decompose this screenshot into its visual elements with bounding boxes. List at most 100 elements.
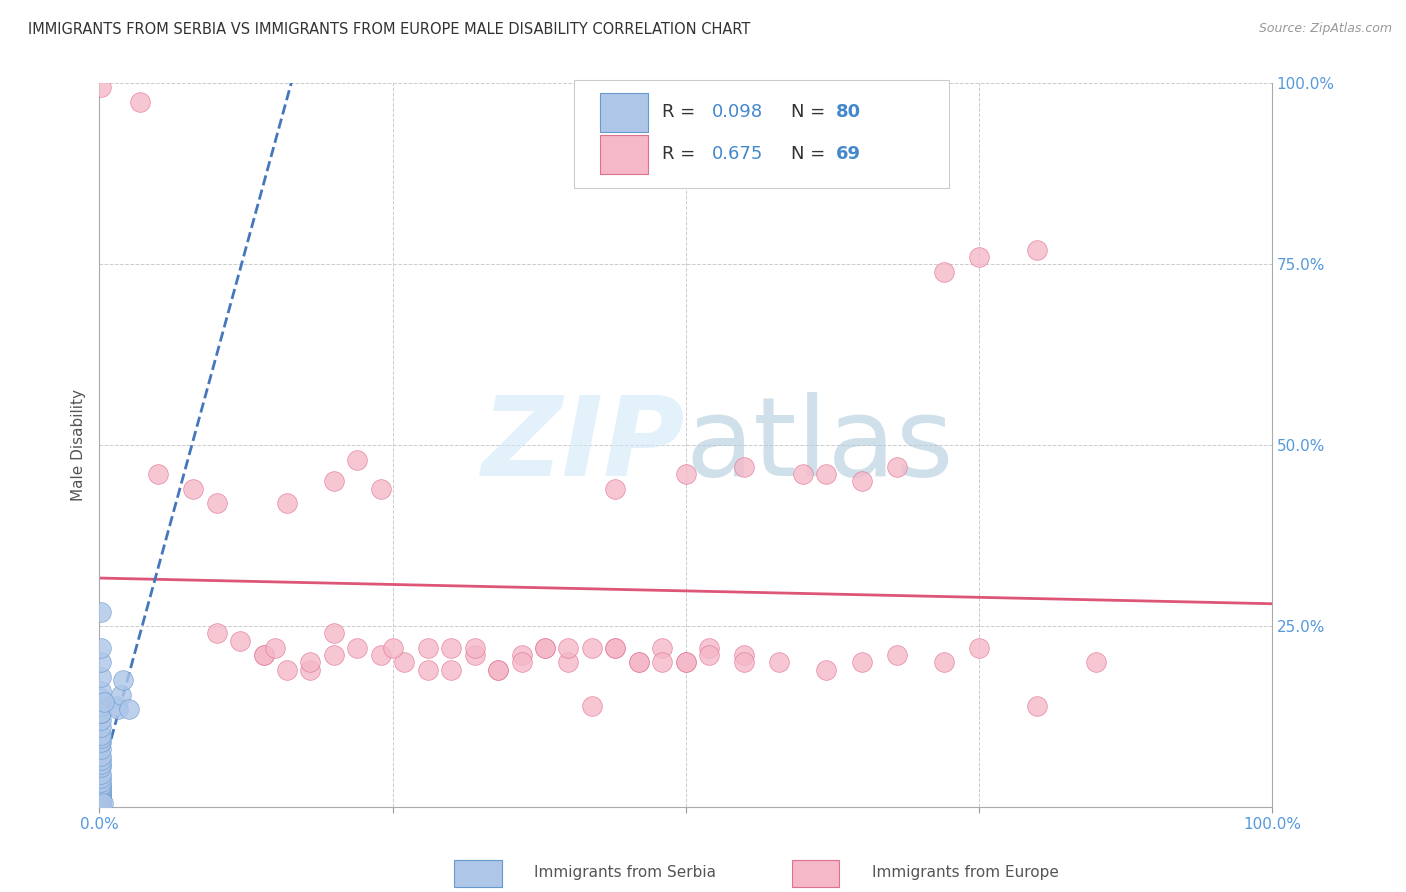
Point bbox=[90, 787, 112, 801]
FancyBboxPatch shape bbox=[600, 135, 648, 174]
Point bbox=[90, 774, 112, 789]
Point bbox=[90, 749, 112, 764]
Point bbox=[381, 640, 404, 655]
Point bbox=[90, 797, 112, 811]
Point bbox=[90, 797, 112, 811]
Point bbox=[90, 793, 112, 807]
Point bbox=[90, 713, 112, 727]
Point bbox=[90, 720, 112, 734]
Point bbox=[299, 663, 322, 677]
Point bbox=[534, 640, 557, 655]
Point bbox=[90, 794, 112, 808]
Point bbox=[675, 655, 697, 669]
Point bbox=[229, 633, 252, 648]
Point bbox=[90, 797, 112, 811]
Point bbox=[90, 670, 112, 684]
Point bbox=[90, 780, 112, 794]
Point bbox=[90, 797, 112, 811]
Point bbox=[733, 655, 755, 669]
Text: 69: 69 bbox=[835, 145, 860, 163]
Point bbox=[886, 459, 908, 474]
Point bbox=[90, 797, 112, 811]
Point bbox=[205, 496, 228, 510]
Point bbox=[90, 785, 112, 799]
Point bbox=[370, 648, 392, 662]
Point bbox=[581, 640, 603, 655]
Point bbox=[768, 655, 790, 669]
Point bbox=[733, 459, 755, 474]
Point bbox=[299, 655, 322, 669]
Point bbox=[89, 797, 111, 811]
Point bbox=[276, 496, 298, 510]
Point bbox=[675, 467, 697, 482]
Point bbox=[440, 640, 463, 655]
Point bbox=[90, 728, 112, 742]
Point bbox=[323, 626, 346, 640]
Text: Immigrants from Serbia: Immigrants from Serbia bbox=[534, 865, 716, 880]
Point bbox=[90, 605, 112, 619]
Text: R =: R = bbox=[662, 103, 702, 121]
Point bbox=[90, 797, 112, 811]
Point bbox=[90, 753, 112, 767]
Point bbox=[557, 640, 579, 655]
Point bbox=[90, 691, 112, 706]
Point bbox=[1026, 243, 1049, 257]
Point bbox=[90, 797, 112, 811]
Point bbox=[93, 695, 115, 709]
Text: Immigrants from Europe: Immigrants from Europe bbox=[872, 865, 1059, 880]
Point bbox=[627, 655, 650, 669]
Point bbox=[90, 767, 112, 781]
Point bbox=[90, 797, 112, 811]
Point bbox=[90, 784, 112, 798]
Text: ZIP: ZIP bbox=[482, 392, 686, 499]
Point bbox=[90, 797, 112, 811]
Point bbox=[534, 640, 557, 655]
Text: atlas: atlas bbox=[686, 392, 955, 499]
Point bbox=[90, 797, 112, 811]
Point bbox=[605, 640, 627, 655]
Point bbox=[851, 655, 873, 669]
Point bbox=[129, 95, 152, 109]
Point bbox=[581, 698, 603, 713]
FancyBboxPatch shape bbox=[600, 93, 648, 132]
Point bbox=[932, 264, 955, 278]
Point bbox=[90, 797, 112, 811]
Point bbox=[90, 797, 112, 811]
Point bbox=[90, 735, 112, 749]
Point bbox=[90, 797, 112, 811]
Text: 80: 80 bbox=[835, 103, 860, 121]
Point bbox=[510, 648, 533, 662]
Point bbox=[90, 797, 112, 811]
Point bbox=[90, 640, 112, 655]
Y-axis label: Male Disability: Male Disability bbox=[72, 389, 86, 501]
Point bbox=[486, 663, 509, 677]
Point bbox=[394, 655, 416, 669]
Point bbox=[90, 797, 112, 811]
Text: IMMIGRANTS FROM SERBIA VS IMMIGRANTS FROM EUROPE MALE DISABILITY CORRELATION CHA: IMMIGRANTS FROM SERBIA VS IMMIGRANTS FRO… bbox=[28, 22, 751, 37]
Point bbox=[651, 640, 673, 655]
Point bbox=[90, 684, 112, 698]
Point bbox=[90, 698, 112, 713]
Point bbox=[651, 655, 673, 669]
Point bbox=[605, 482, 627, 496]
Point bbox=[851, 475, 873, 489]
FancyBboxPatch shape bbox=[574, 79, 949, 188]
Text: 0.675: 0.675 bbox=[711, 145, 763, 163]
Point bbox=[90, 797, 112, 811]
Point bbox=[90, 655, 112, 669]
Point bbox=[90, 797, 112, 811]
Text: Source: ZipAtlas.com: Source: ZipAtlas.com bbox=[1258, 22, 1392, 36]
Point bbox=[90, 797, 112, 811]
Point bbox=[252, 648, 274, 662]
Point bbox=[90, 797, 112, 811]
Point bbox=[90, 756, 112, 771]
Point bbox=[90, 797, 112, 811]
Point bbox=[146, 467, 169, 482]
Text: R =: R = bbox=[662, 145, 702, 163]
Point bbox=[557, 655, 579, 669]
Point bbox=[90, 706, 112, 720]
Text: N =: N = bbox=[792, 103, 831, 121]
Point bbox=[967, 640, 990, 655]
Point bbox=[110, 688, 132, 702]
Point bbox=[346, 640, 368, 655]
